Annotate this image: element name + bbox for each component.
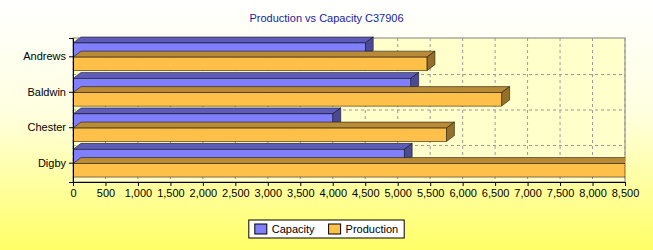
x-tick: 7,000: [514, 182, 542, 199]
x-tick-mark: [365, 182, 366, 186]
x-tick: 6,500: [482, 182, 510, 199]
legend-swatch: [255, 224, 267, 234]
x-tick-label: 1,000: [125, 187, 153, 199]
y-axis-line: [69, 39, 74, 183]
y-tick-mark: [69, 56, 73, 57]
bar-top: [73, 51, 435, 57]
y-tick-label: Digby: [38, 157, 67, 169]
x-tick: 8,500: [612, 182, 640, 199]
x-tick-label: 4,500: [352, 187, 380, 199]
x-tick-mark: [333, 182, 334, 186]
y-axis: Andrews Baldwin Chester Digby: [23, 39, 73, 183]
x-tick-label: 6,000: [449, 187, 477, 199]
x-tick-label: 8,000: [579, 187, 607, 199]
bar-end: [427, 51, 435, 70]
x-tick-mark: [593, 182, 594, 186]
x-tick-label: 5,000: [384, 187, 412, 199]
x-tick: 4,500: [352, 182, 380, 199]
legend-label: Production: [346, 223, 399, 235]
x-tick-label: 500: [97, 187, 115, 199]
x-tick-mark: [398, 182, 399, 186]
bar-end: [446, 122, 454, 141]
bar-top: [73, 72, 419, 78]
x-tick-label: 0: [70, 187, 76, 199]
y-tick-label: Baldwin: [27, 86, 66, 98]
bar: [73, 128, 446, 141]
x-tick-mark: [528, 182, 529, 186]
y-tick: Chester: [27, 121, 73, 133]
bars: [73, 37, 625, 177]
chart: Production vs Capacity C37906 0 500 1,000 1,…: [0, 0, 653, 250]
x-tick: 5,500: [417, 182, 445, 199]
x-tick: 1,500: [157, 182, 185, 199]
y-tick: Digby: [38, 157, 73, 169]
x-axis: 0 500 1,000 1,500 2,000 2,500 3,000 3,500 4,000 4…: [70, 182, 639, 199]
x-tick: 3,000: [255, 182, 283, 199]
bar: [73, 57, 427, 70]
x-tick-mark: [560, 182, 561, 186]
x-tick-mark: [138, 182, 139, 186]
x-tick-label: 3,500: [287, 187, 315, 199]
legend: Capacity Production: [249, 220, 404, 238]
x-tick: 3,500: [287, 182, 315, 199]
x-tick-label: 4,000: [319, 187, 347, 199]
legend-swatch: [329, 224, 341, 234]
y-tick-mark: [69, 163, 73, 164]
x-tick: 2,500: [222, 182, 250, 199]
y-tick: Baldwin: [27, 86, 73, 98]
x-tick: 8,000: [579, 182, 607, 199]
x-tick: 5,000: [384, 182, 412, 199]
x-tick: 4,000: [319, 182, 347, 199]
plot: 0 500 1,000 1,500 2,000 2,500 3,000 3,500 4,000 4…: [23, 37, 639, 199]
bar-end: [502, 87, 510, 106]
y-tick-label: Andrews: [23, 50, 66, 62]
x-axis-line: [74, 183, 626, 187]
bar-top: [73, 108, 341, 114]
legend-box: [249, 220, 404, 238]
x-tick-label: 8,500: [612, 187, 640, 199]
x-tick-mark: [268, 182, 269, 186]
x-tick: 0: [70, 182, 76, 199]
x-tick-mark: [463, 182, 464, 186]
x-tick-mark: [235, 182, 236, 186]
bar-top: [73, 158, 625, 164]
legend-label: Capacity: [272, 223, 315, 235]
x-tick-label: 7,500: [547, 187, 575, 199]
title: Production vs Capacity C37906: [249, 12, 403, 24]
x-tick-mark: [625, 182, 626, 186]
x-tick: 6,000: [449, 182, 477, 199]
x-tick-mark: [203, 182, 204, 186]
x-tick: 1,000: [125, 182, 153, 199]
x-tick-mark: [105, 182, 106, 186]
bar-top: [73, 87, 510, 93]
x-tick-mark: [430, 182, 431, 186]
bar-top: [73, 122, 454, 128]
bar-top: [73, 37, 373, 43]
x-tick-mark: [495, 182, 496, 186]
x-tick-label: 1,500: [157, 187, 185, 199]
x-tick-label: 6,500: [482, 187, 510, 199]
x-tick-label: 2,000: [190, 187, 218, 199]
y-tick-mark: [69, 92, 73, 93]
y-tick: Andrews: [23, 50, 73, 62]
y-tick-mark: [69, 127, 73, 128]
bar-top: [73, 143, 412, 149]
x-tick-label: 2,500: [222, 187, 250, 199]
bar: [73, 164, 625, 177]
x-tick: 7,500: [547, 182, 575, 199]
bar: [73, 93, 502, 106]
x-tick-label: 7,000: [514, 187, 542, 199]
x-tick-label: 3,000: [255, 187, 283, 199]
x-tick-mark: [170, 182, 171, 186]
x-tick-mark: [300, 182, 301, 186]
x-tick: 500: [97, 182, 115, 199]
x-tick: 2,000: [190, 182, 218, 199]
y-tick-label: Chester: [27, 121, 66, 133]
x-tick-label: 5,500: [417, 187, 445, 199]
